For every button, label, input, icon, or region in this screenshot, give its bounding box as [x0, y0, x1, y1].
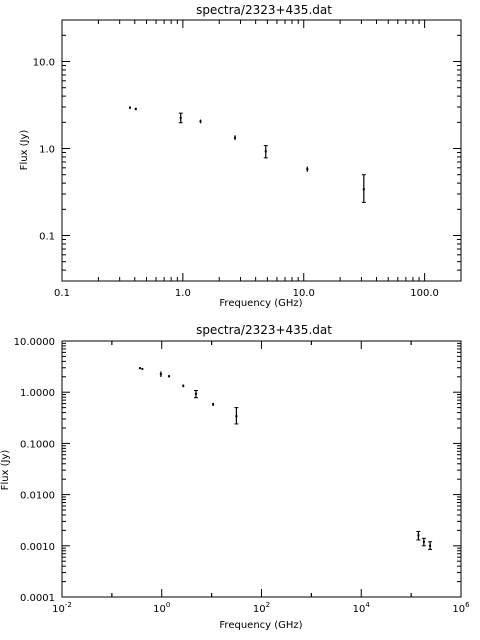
x-tick-exponent: 6	[465, 601, 470, 609]
point-marker	[179, 116, 182, 119]
point-marker	[264, 150, 267, 153]
point-marker	[212, 403, 215, 406]
point-marker	[168, 375, 171, 378]
x-tick-label: 100.0	[410, 288, 439, 299]
chart-title: spectra/2323+435.dat	[196, 3, 332, 17]
plot-frame	[61, 340, 462, 598]
data-point	[361, 174, 366, 203]
data-point	[421, 537, 426, 547]
point-marker	[141, 367, 144, 370]
y-tick-labels: 0.0001 0.0010 0.0100 0.1000 1.0000 10.0000	[14, 337, 55, 604]
x-axis-label: Frequency (GHz)	[219, 298, 302, 309]
x-tick-label: 10-2	[52, 601, 72, 615]
data-point	[134, 107, 137, 111]
x-tick-exponent: -2	[65, 601, 72, 609]
data-point	[428, 541, 433, 550]
plot-frame	[61, 19, 462, 282]
y-tick-label: 1.0000	[20, 388, 55, 399]
point-marker	[138, 367, 141, 370]
point-marker	[235, 415, 238, 418]
y-tick-label: 10.0	[33, 58, 55, 69]
y-tick-label: 10.0000	[14, 337, 55, 348]
x-tick-exponent: 2	[266, 601, 270, 609]
data-point	[263, 145, 268, 159]
x-tick-label: 104	[353, 601, 371, 615]
x-tick-labels: 0.1 1.0 10.0 100.0	[54, 288, 439, 299]
x-axis-label: Frequency (GHz)	[219, 620, 302, 631]
point-marker	[182, 384, 185, 387]
data-point	[193, 389, 198, 399]
y-tick-label: 0.0001	[20, 593, 55, 604]
axis-ticks	[61, 19, 462, 282]
point-marker	[194, 392, 197, 395]
point-marker	[134, 107, 137, 110]
data-point	[234, 135, 237, 141]
x-tick-label: 102	[253, 601, 270, 615]
y-axis-label: Flux (Jy)	[0, 450, 11, 491]
y-tick-label: 0.1000	[20, 439, 55, 450]
y-tick-label: 0.1	[39, 232, 55, 243]
point-marker	[128, 106, 131, 109]
chart-panel-bottom: spectra/2323+435.dat 10-2 100 102 104 106 0.…	[0, 323, 470, 631]
data-point	[141, 367, 144, 370]
data-point	[212, 402, 215, 406]
x-tick-label: 100	[153, 601, 170, 615]
x-tick-label: 106	[452, 601, 470, 615]
data-point	[168, 375, 171, 378]
data-point	[138, 367, 141, 370]
data-point	[159, 371, 162, 378]
y-axis-label: Flux (Jy)	[19, 130, 30, 171]
y-tick-label: 1.0	[39, 145, 55, 156]
data-point	[416, 531, 421, 541]
axis-ticks	[61, 340, 462, 598]
data-point	[182, 384, 185, 388]
point-marker	[422, 540, 425, 543]
x-tick-label: 10.0	[293, 288, 315, 299]
chart-title: spectra/2323+435.dat	[196, 323, 332, 337]
data-points	[128, 106, 366, 203]
data-point	[199, 119, 202, 124]
x-tick-label: 0.1	[54, 288, 70, 299]
data-point	[234, 407, 239, 425]
point-marker	[429, 544, 432, 547]
point-marker	[234, 136, 237, 139]
data-point	[178, 112, 183, 124]
x-tick-exponent: 4	[365, 601, 370, 609]
y-tick-labels: 0.1 1.0 10.0	[33, 58, 55, 243]
data-point	[306, 166, 309, 172]
point-marker	[199, 120, 202, 123]
data-points	[138, 367, 433, 550]
chart-panel-top: spectra/2323+435.dat 0.1 1.0 10.0 100.0 0.1…	[19, 3, 462, 309]
y-tick-label: 0.0010	[20, 542, 55, 553]
x-tick-labels: 10-2 100 102 104 106	[52, 601, 470, 615]
y-tick-label: 0.0100	[20, 491, 55, 502]
point-marker	[417, 534, 420, 537]
x-tick-label: 1.0	[175, 288, 191, 299]
point-marker	[362, 188, 365, 191]
x-tick-exponent: 0	[166, 601, 170, 609]
data-point	[128, 106, 131, 109]
point-marker	[306, 168, 309, 171]
point-marker	[159, 373, 162, 376]
